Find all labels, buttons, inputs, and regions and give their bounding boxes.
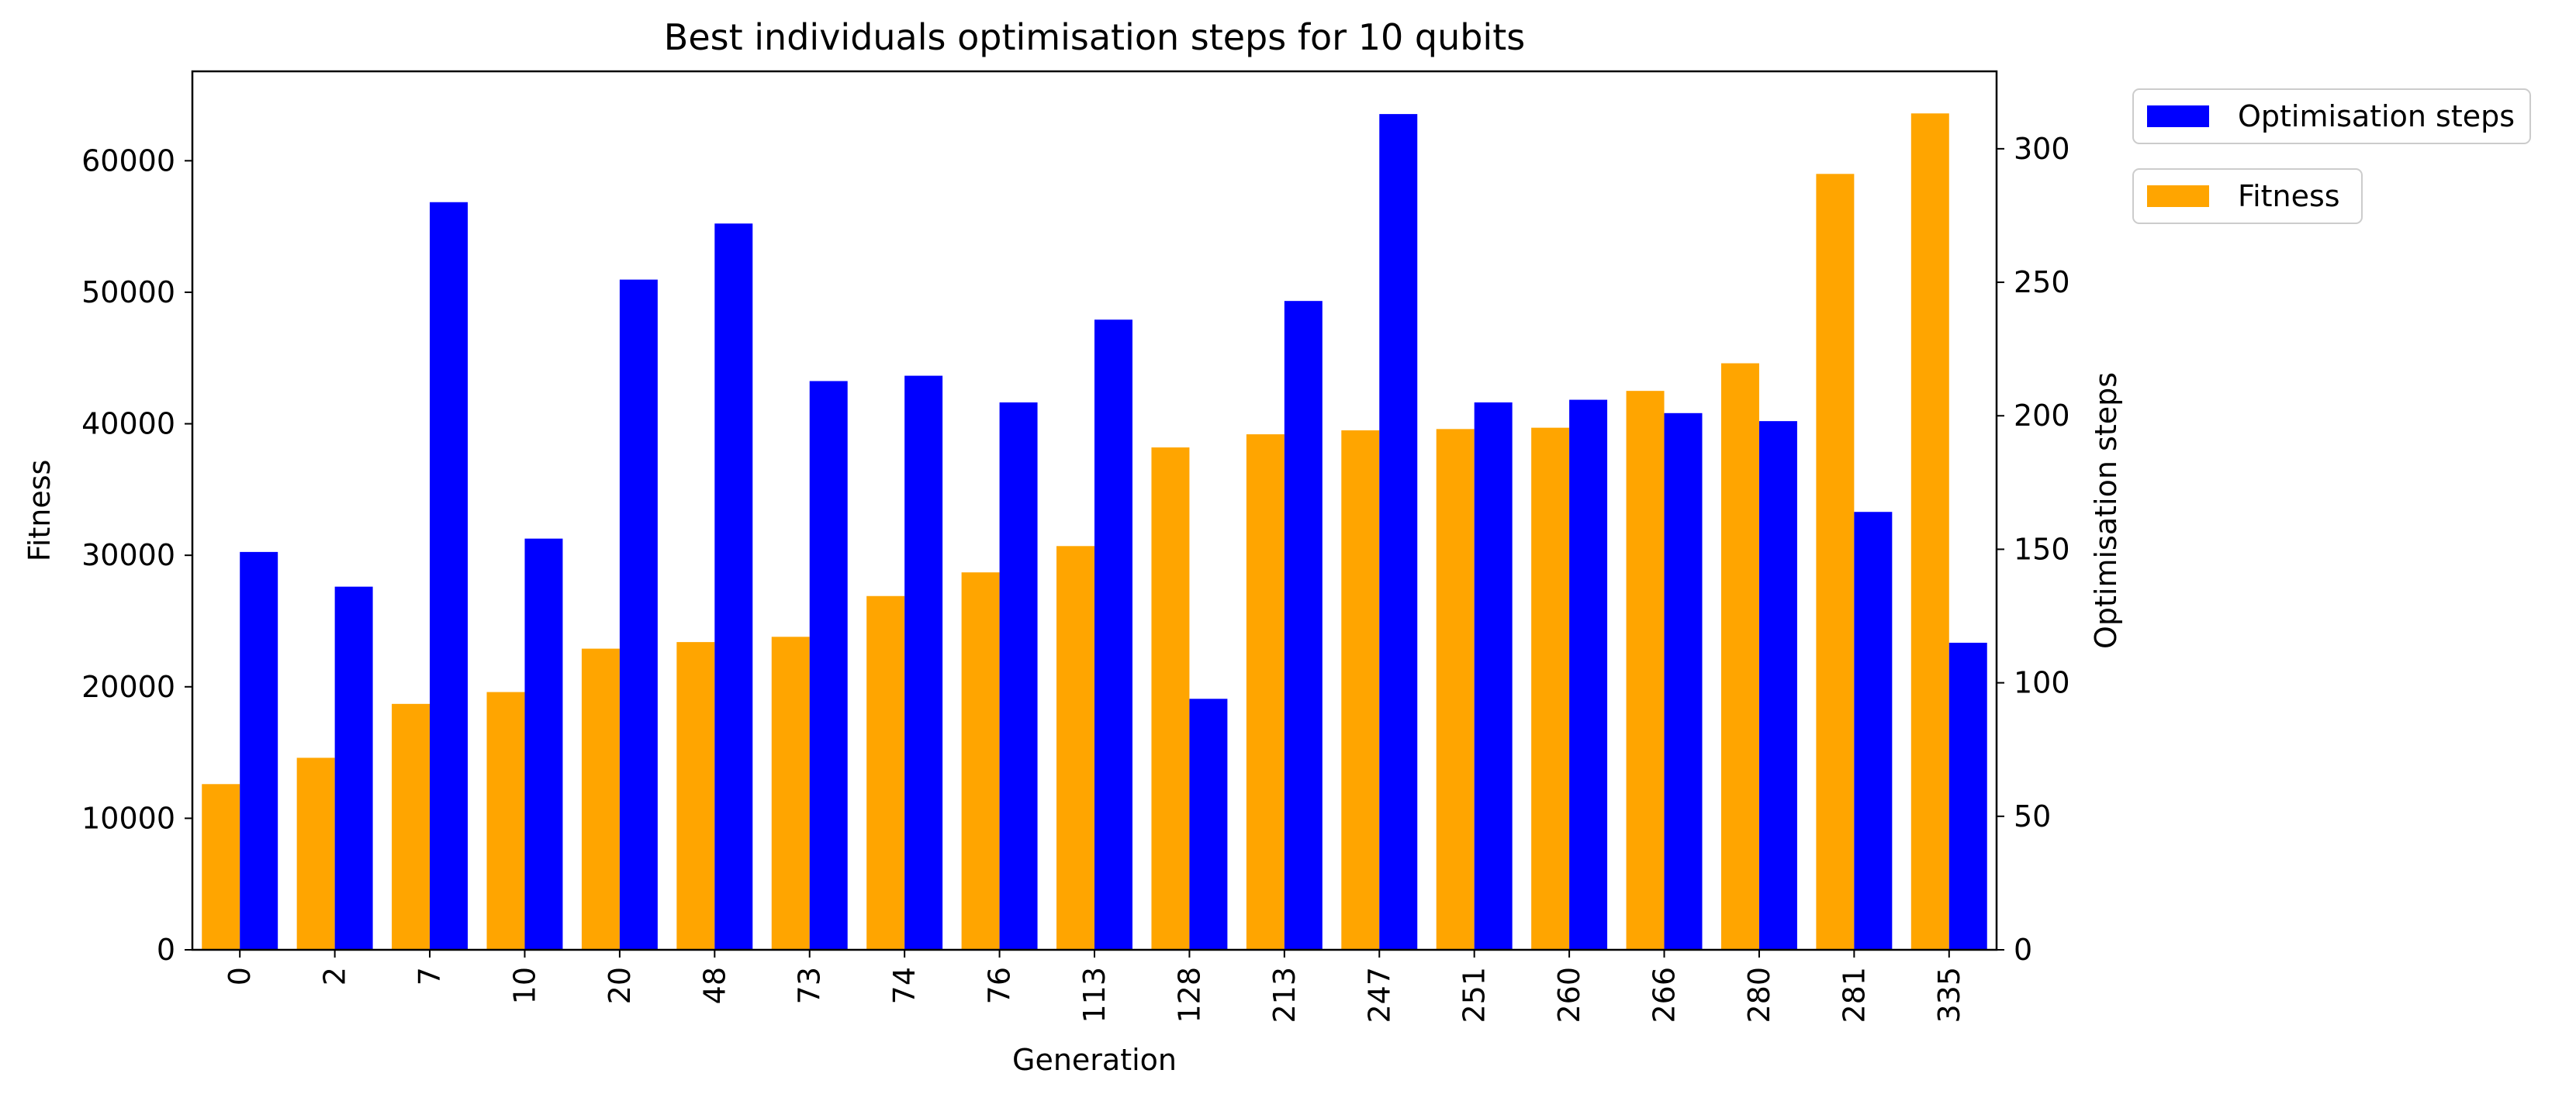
x-tick-label: 76 [983,967,1017,1004]
x-tick-label: 113 [1077,967,1112,1023]
legend-swatch-optimisation-steps [2147,105,2209,127]
bar-optimisation-steps-7 [430,202,469,950]
bar-fitness-281 [1816,174,1855,951]
bar-optimisation-steps-2 [334,586,373,950]
bar-fitness-0 [202,784,240,950]
bar-optimisation-steps-247 [1379,114,1418,950]
x-tick-label: 74 [887,967,921,1004]
bar-optimisation-steps-280 [1758,421,1797,950]
legend-box [2132,168,2363,224]
x-tick-label: 7 [413,967,447,985]
x-tick-label: 247 [1362,967,1396,1023]
x-tick-label: 0 [223,967,257,985]
x-tick-label: 335 [1932,967,1966,1023]
x-tick-label: 260 [1552,967,1586,1023]
legend: Optimisation steps Fitness [2132,88,2532,224]
x-axis: 0 2 7 10 20 48 73 74 76 113 128 213 247 251 260 266 280 2… [223,950,1966,1023]
legend-box [2132,88,2532,144]
x-tick-label: 266 [1648,967,1682,1023]
y-axis-left-label: Fitness [22,460,57,562]
y-left-tick-label: 10000 [81,801,175,835]
bar-optimisation-steps-213 [1284,301,1323,950]
x-tick-label: 2 [318,967,352,985]
bar-fitness-7 [392,703,430,950]
x-tick-label: 280 [1742,967,1776,1023]
bar-fitness-260 [1531,427,1570,950]
y-axis-left: 0 10000 20000 30000 40000 50000 60000 [81,143,192,967]
bar-optimisation-steps-10 [524,538,563,950]
bar-optimisation-steps-76 [999,402,1038,950]
bar-fitness-73 [771,637,810,950]
bar-optimisation-steps-128 [1189,699,1228,950]
bar-optimisation-steps-260 [1569,399,1608,950]
x-tick-label: 281 [1837,967,1871,1023]
y-right-tick-label: 300 [2014,132,2070,166]
bar-optimisation-steps-48 [714,223,753,951]
bar-fitness-74 [866,595,905,950]
bar-fitness-251 [1436,429,1475,950]
bar-optimisation-steps-266 [1664,412,1703,950]
bar-optimisation-steps-73 [809,381,848,951]
bar-optimisation-steps-281 [1854,512,1893,950]
bar-fitness-20 [581,648,620,950]
bar-fitness-2 [296,758,335,950]
legend-label-optimisation-steps: Optimisation steps [2238,99,2515,133]
bar-optimisation-steps-335 [1948,642,1987,950]
y-left-tick-label: 40000 [81,407,175,441]
y-axis-right-label: Optimisation steps [2089,372,2123,649]
y-right-tick-label: 200 [2014,399,2070,433]
bar-fitness-10 [486,692,525,950]
x-tick-label: 251 [1457,967,1492,1023]
bar-fitness-335 [1910,113,1949,951]
legend-swatch-fitness [2147,185,2209,207]
x-tick-label: 73 [793,967,827,1004]
bar-fitness-266 [1626,391,1665,951]
x-tick-label: 48 [697,967,731,1004]
legend-label-fitness: Fitness [2238,179,2340,213]
x-tick-label: 20 [603,967,637,1004]
x-axis-label: Generation [1012,1043,1177,1077]
bars-group [202,113,1987,951]
bar-optimisation-steps-74 [904,375,943,950]
x-tick-label: 128 [1172,967,1206,1023]
y-right-tick-label: 100 [2014,666,2070,700]
y-left-tick-label: 30000 [81,538,175,572]
bar-fitness-113 [1056,546,1094,950]
bar-optimisation-steps-113 [1094,319,1132,950]
bar-fitness-213 [1246,434,1285,950]
y-left-tick-label: 50000 [81,275,175,309]
y-left-tick-label: 60000 [81,143,175,178]
y-left-tick-label: 0 [157,933,175,967]
y-axis-right: 0 50 100 150 200 250 300 [1997,132,2070,967]
y-right-tick-label: 250 [2014,265,2070,299]
chart-title: Best individuals optimisation steps for … [664,16,1525,58]
bar-fitness-76 [961,572,1000,950]
bar-fitness-128 [1151,447,1190,950]
bar-fitness-247 [1341,430,1380,950]
bar-fitness-48 [676,642,715,950]
bar-optimisation-steps-251 [1474,402,1513,950]
bar-optimisation-steps-20 [619,279,658,950]
y-right-tick-label: 150 [2014,532,2070,566]
bar-fitness-280 [1720,363,1759,951]
x-tick-label: 213 [1267,967,1302,1023]
y-right-tick-label: 50 [2014,799,2051,834]
bar-optimisation-steps-0 [240,551,278,950]
x-tick-label: 10 [507,967,541,1004]
y-right-tick-label: 0 [2014,933,2032,967]
y-left-tick-label: 20000 [81,670,175,704]
